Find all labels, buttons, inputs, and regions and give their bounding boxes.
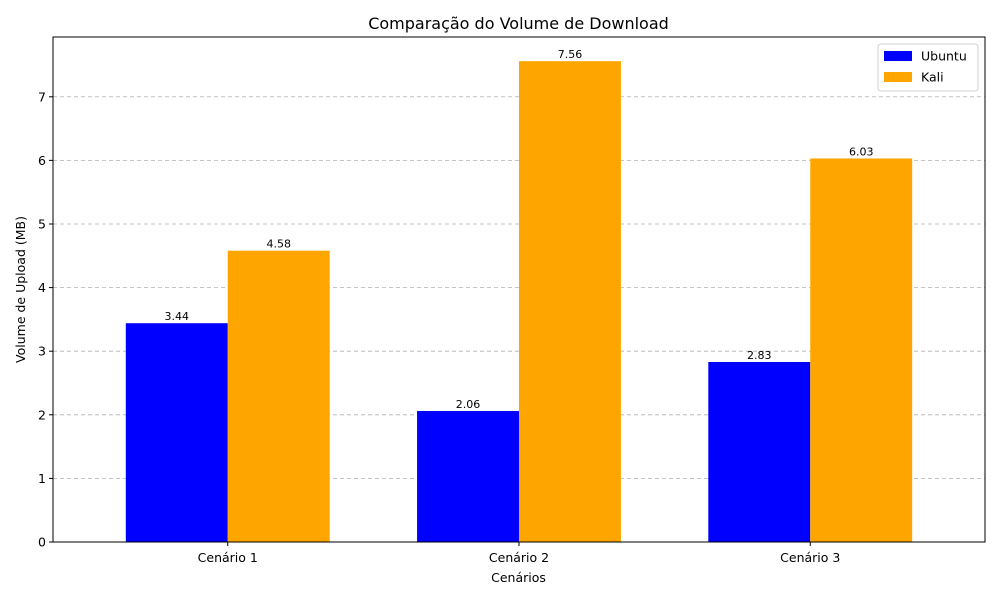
y-tick-label: 4	[38, 280, 46, 295]
x-tick-label: Cenário 1	[198, 550, 258, 565]
bar-value-label: 2.06	[456, 398, 481, 411]
bar-kali	[227, 250, 330, 543]
bar-ubuntu	[708, 362, 811, 542]
bar-ubuntu	[125, 323, 228, 542]
y-axis-label: Volume de Upload (MB)	[13, 216, 28, 363]
bar-kali	[519, 61, 621, 543]
bar-value-label: 4.58	[266, 238, 291, 251]
x-axis: Cenário 1 Cenário 2 Cenário 3	[198, 542, 840, 565]
legend: Ubuntu Kali	[877, 43, 979, 92]
y-axis: 0 1 2 3 4 5 6 7	[38, 89, 53, 550]
bar-ubuntu	[417, 410, 519, 542]
legend-swatch-kali	[884, 72, 912, 82]
bar-value-label: 7.56	[558, 48, 583, 61]
bar-value-labels: 3.44 4.58 2.06 7.56 2.83 6.03	[165, 48, 874, 411]
x-axis-label: Cenários	[491, 570, 546, 585]
bar-kali	[810, 158, 913, 542]
x-tick-label: Cenário 3	[780, 550, 840, 565]
legend-label-ubuntu: Ubuntu	[921, 49, 967, 64]
chart-title: Comparação do Volume de Download	[368, 14, 669, 33]
legend-swatch-ubuntu	[884, 51, 912, 61]
y-tick-label: 2	[38, 407, 46, 422]
bar-value-label: 2.83	[747, 349, 772, 362]
y-tick-label: 6	[38, 153, 46, 168]
bars	[125, 61, 913, 543]
y-tick-label: 5	[38, 216, 46, 231]
bar-value-label: 6.03	[849, 145, 874, 158]
y-tick-label: 7	[38, 89, 46, 104]
y-tick-label: 3	[38, 344, 46, 359]
y-tick-label: 0	[38, 535, 46, 550]
x-tick-label: Cenário 2	[489, 550, 549, 565]
y-tick-label: 1	[38, 471, 46, 486]
bar-value-label: 3.44	[165, 310, 190, 323]
legend-label-kali: Kali	[921, 70, 944, 85]
